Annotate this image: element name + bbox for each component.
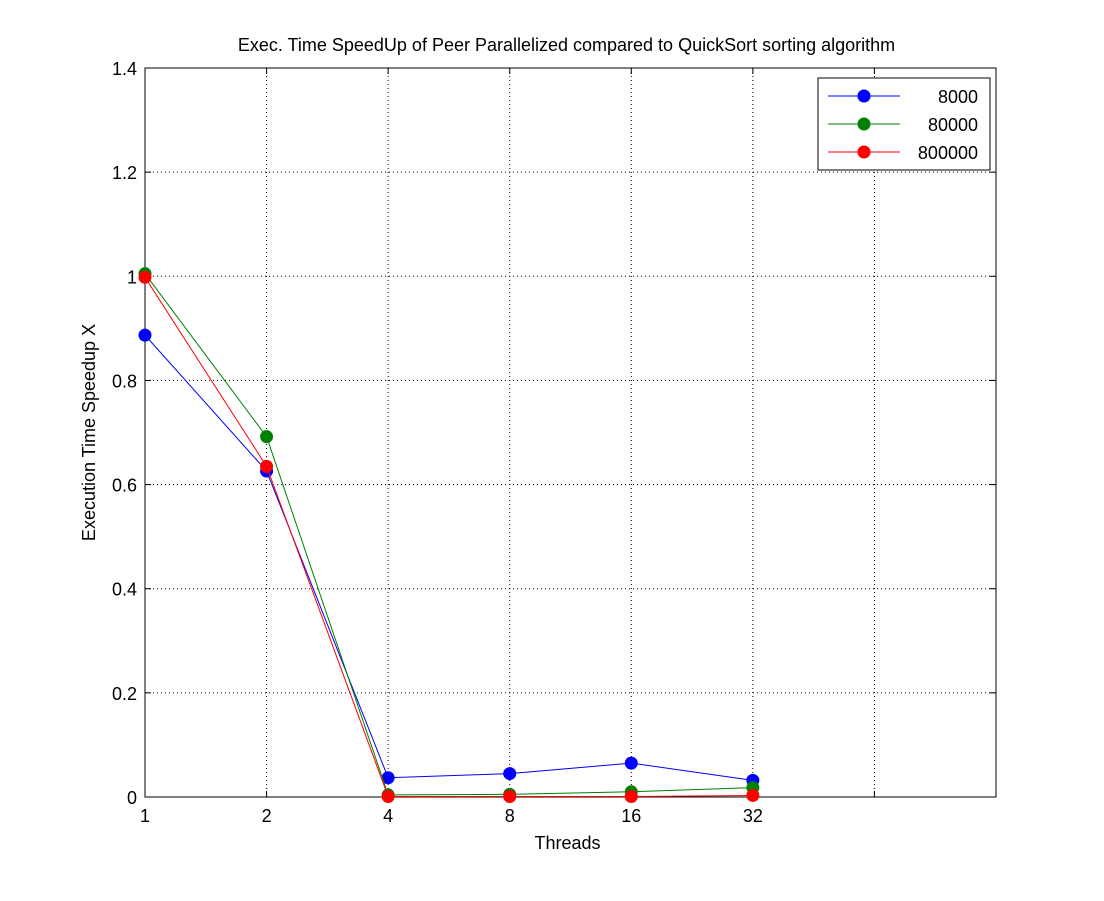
series-line — [144, 334, 753, 781]
data-point — [138, 270, 152, 284]
data-point — [624, 789, 638, 803]
series-line — [144, 277, 753, 797]
series-layer — [138, 267, 760, 803]
x-tick-label: 16 — [621, 806, 641, 826]
legend-label: 800000 — [918, 143, 978, 163]
y-axis-label: Execution Time Speedup X — [79, 324, 99, 541]
x-axis-label: Threads — [534, 833, 600, 853]
legend-marker — [857, 117, 871, 131]
series-line — [144, 273, 753, 796]
series-800000 — [138, 270, 760, 803]
data-point — [260, 430, 274, 444]
data-point — [260, 459, 274, 473]
x-tick-label: 2 — [262, 806, 272, 826]
x-tick-label: 1 — [140, 806, 150, 826]
legend: 8000 80000 800000 — [817, 77, 991, 171]
y-tick-label: 1.2 — [112, 163, 137, 183]
x-tick-label: 8 — [505, 806, 515, 826]
y-tick-label: 0.6 — [112, 476, 137, 496]
legend-marker — [857, 145, 871, 159]
axis-ticks: 1 2 4 8 16 32 0 0.2 0.4 0.6 0.8 1 1.2 1.4 — [112, 59, 997, 826]
legend-item-80000: 80000 — [828, 115, 978, 135]
y-tick-label: 1.4 — [112, 59, 137, 79]
data-point — [503, 767, 517, 781]
x-tick-label: 32 — [743, 806, 763, 826]
y-tick-label: 1 — [127, 267, 137, 287]
data-point — [503, 789, 517, 803]
data-point — [624, 756, 638, 770]
legend-label: 8000 — [938, 87, 978, 107]
data-point — [746, 788, 760, 802]
legend-item-8000: 8000 — [828, 87, 978, 107]
data-point — [138, 328, 152, 342]
legend-item-800000: 800000 — [828, 143, 978, 163]
data-point — [381, 789, 395, 803]
chart-title: Exec. Time SpeedUp of Peer Parallelized … — [238, 35, 895, 55]
y-tick-label: 0.2 — [112, 684, 137, 704]
legend-label: 80000 — [928, 115, 978, 135]
axes-box — [144, 67, 997, 798]
y-tick-label: 0.8 — [112, 371, 137, 391]
y-tick-label: 0.4 — [112, 580, 137, 600]
y-tick-label: 0 — [127, 788, 137, 808]
legend-marker — [857, 89, 871, 103]
legend-items: 8000 80000 800000 — [828, 87, 978, 163]
x-tick-label: 4 — [383, 806, 393, 826]
